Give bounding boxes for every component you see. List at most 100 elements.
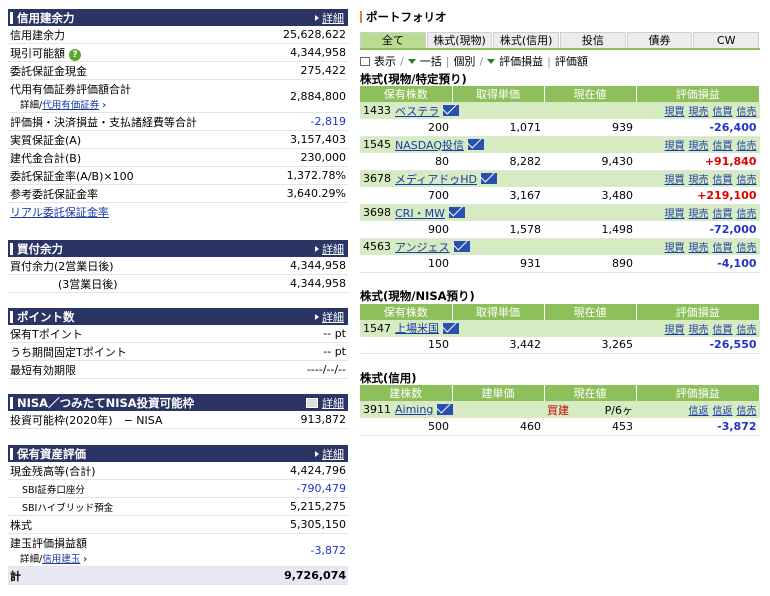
sort-icon[interactable] xyxy=(487,58,496,64)
credit-row: 委託保証金率(A/B)×100 1,372.78% xyxy=(8,167,348,185)
help-icon[interactable]: ? xyxy=(69,48,81,61)
trade-action-link[interactable]: 信売 xyxy=(736,107,757,118)
display-icon xyxy=(360,56,370,66)
stock-code: 1433 xyxy=(363,104,391,117)
mail-icon[interactable] xyxy=(468,139,485,151)
margin-position-link[interactable]: 信用建玉 xyxy=(42,554,81,565)
trade-action-link[interactable]: 信買 xyxy=(712,243,733,255)
credit-detail-link[interactable]: 詳細 xyxy=(315,10,344,26)
assets-row: 株式 5,305,150 xyxy=(8,516,348,534)
trade-action-link[interactable]: 信買 xyxy=(712,175,733,187)
tab-stock-margin[interactable]: 株式(信用) xyxy=(493,32,560,48)
tab-bonds[interactable]: 債券 xyxy=(626,32,693,48)
points-panel: ポイント数 詳細 保有Tポイント -- pt うち期間固定Tポイント -- pt 最… xyxy=(8,308,348,379)
buying-detail-link[interactable]: 詳細 xyxy=(315,241,344,257)
holding-value-row: 100 931 890 -4,100 xyxy=(360,255,760,273)
trade-action-link[interactable]: 現買 xyxy=(664,107,685,118)
points-row: 保有Tポイント -- pt xyxy=(8,325,348,343)
nisa-title: NISA／つみたてNISA投資可能枠 xyxy=(8,395,194,411)
position-term: P/6ヶ xyxy=(604,403,633,417)
assets-row: 建玉評価損益額 詳細/信用建玉 › -3,872 xyxy=(8,534,348,567)
mail-icon[interactable] xyxy=(437,404,454,415)
tab-cw[interactable]: CW xyxy=(693,32,760,48)
trade-action-link[interactable]: 現買 xyxy=(664,141,685,153)
holding-name-row: 3678 メディアドゥHD 現買 現売 信買 信売 xyxy=(360,170,760,187)
assets-detail-link[interactable]: 詳細 xyxy=(315,446,344,462)
pl-cell: +219,100 xyxy=(636,187,760,205)
stock-name-link[interactable]: ベステラ xyxy=(395,104,440,118)
stock-name-link[interactable]: メディアドゥHD xyxy=(395,172,477,186)
trade-action-link[interactable]: 現売 xyxy=(688,324,709,336)
trade-action-link[interactable]: 現買 xyxy=(664,175,685,187)
tab-all[interactable]: 全て xyxy=(360,32,426,48)
qty-cell: 80 xyxy=(360,153,452,171)
holding-value-row: 80 8,282 9,430 +91,840 xyxy=(360,153,760,171)
trade-action-link[interactable]: 信返 xyxy=(688,406,709,417)
stock-name-link[interactable]: NASDAQ投信 xyxy=(395,138,465,152)
portfolio-panel: ポートフォリオ 全て 株式(現物) 株式(信用) 投信 債券 CW 表示 / 一… xyxy=(360,8,760,436)
assets-total-row: 計 9,726,074 xyxy=(8,567,348,585)
trade-action-link[interactable]: 信買 xyxy=(712,107,733,118)
holding-name-row: 3911 Aiming 買建 P/6ヶ 信返 信返 信売 xyxy=(360,401,760,418)
price-cell: 890 xyxy=(544,255,636,273)
stock-name-link[interactable]: Aiming xyxy=(395,403,434,416)
trade-action-link[interactable]: 信売 xyxy=(736,243,757,255)
assets-row: SBIハイブリッド預金 5,215,275 xyxy=(8,498,348,516)
stock-name-link[interactable]: アンジェス xyxy=(395,240,450,254)
trade-action-link[interactable]: 現買 xyxy=(664,243,685,255)
eval-pl-toggle[interactable]: 評価損益 xyxy=(499,55,544,68)
trade-action-link[interactable]: 信売 xyxy=(736,209,757,221)
tab-funds[interactable]: 投信 xyxy=(560,32,626,48)
cost-cell: 460 xyxy=(452,418,544,436)
trade-action-link[interactable]: 現買 xyxy=(664,324,685,336)
arrow-icon xyxy=(315,313,319,320)
stock-code: 4563 xyxy=(363,240,391,254)
tab-stock-cash[interactable]: 株式(現物) xyxy=(426,32,493,48)
trade-action-link[interactable]: 信買 xyxy=(712,209,733,221)
stock-name-link[interactable]: 上場米国 xyxy=(395,322,439,335)
credit-panel: 信用建余力 詳細 信用建余力 25,628,622 現引可能額? 4,344,958… xyxy=(8,9,348,221)
cost-cell: 3,167 xyxy=(452,187,544,205)
stock-name-link[interactable]: CRI・MW xyxy=(395,206,445,220)
trade-action-link[interactable]: 現売 xyxy=(688,243,709,255)
mail-icon[interactable] xyxy=(443,322,459,334)
trade-action-link[interactable]: 信買 xyxy=(712,324,733,336)
display-label: 表示 xyxy=(374,55,396,68)
mail-icon[interactable] xyxy=(453,241,470,253)
holding-value-row: 500 460 453 -3,872 xyxy=(360,418,760,436)
trade-action-link[interactable]: 信返 xyxy=(712,406,733,417)
trade-action-link[interactable]: 信売 xyxy=(736,141,757,153)
position-type: 買建 xyxy=(547,403,569,417)
pl-cell: -26,550 xyxy=(636,336,760,354)
trade-action-link[interactable]: 現買 xyxy=(664,209,685,221)
qty-cell: 900 xyxy=(360,221,452,239)
price-cell: 3,265 xyxy=(544,336,636,354)
buying-row: 買付余力(2営業日後) 4,344,958 xyxy=(8,257,348,275)
stock-code: 3698 xyxy=(363,206,391,220)
trade-action-link[interactable]: 現売 xyxy=(688,141,709,153)
trade-action-link[interactable]: 信売 xyxy=(736,406,757,417)
eval-amount-toggle[interactable]: 評価額 xyxy=(554,55,588,68)
trade-action-link[interactable]: 現売 xyxy=(688,175,709,187)
buying-header: 買付余力 詳細 xyxy=(8,240,348,257)
trade-action-link[interactable]: 信売 xyxy=(736,324,757,336)
holding-name-row: 3698 CRI・MW 現買 現売 信買 信売 xyxy=(360,204,760,221)
arrow-icon xyxy=(315,245,319,252)
trade-action-link[interactable]: 信売 xyxy=(736,175,757,187)
mail-icon[interactable] xyxy=(448,207,465,219)
mail-icon[interactable] xyxy=(443,105,460,116)
nisa-detail-link[interactable]: 詳細 xyxy=(306,395,344,411)
bulk-toggle[interactable]: 一括 xyxy=(419,55,442,68)
realtime-margin-link[interactable]: リアル委託保証金率 xyxy=(10,206,109,219)
individual-toggle[interactable]: 個別 xyxy=(453,55,476,68)
trade-action-link[interactable]: 現売 xyxy=(688,209,709,221)
trade-action-link[interactable]: 信買 xyxy=(712,141,733,153)
arrow-icon xyxy=(315,450,319,457)
substitute-securities-link[interactable]: 代用有価証券 xyxy=(42,100,100,111)
trade-action-link[interactable]: 現売 xyxy=(688,107,709,118)
credit-row: 評価損・決済損益・支払諸経費等合計 -2,819 xyxy=(8,113,348,131)
points-detail-link[interactable]: 詳細 xyxy=(315,309,344,325)
expand-all-icon[interactable] xyxy=(407,58,416,64)
mail-icon[interactable] xyxy=(480,173,497,185)
pl-cell: -72,000 xyxy=(636,221,760,239)
